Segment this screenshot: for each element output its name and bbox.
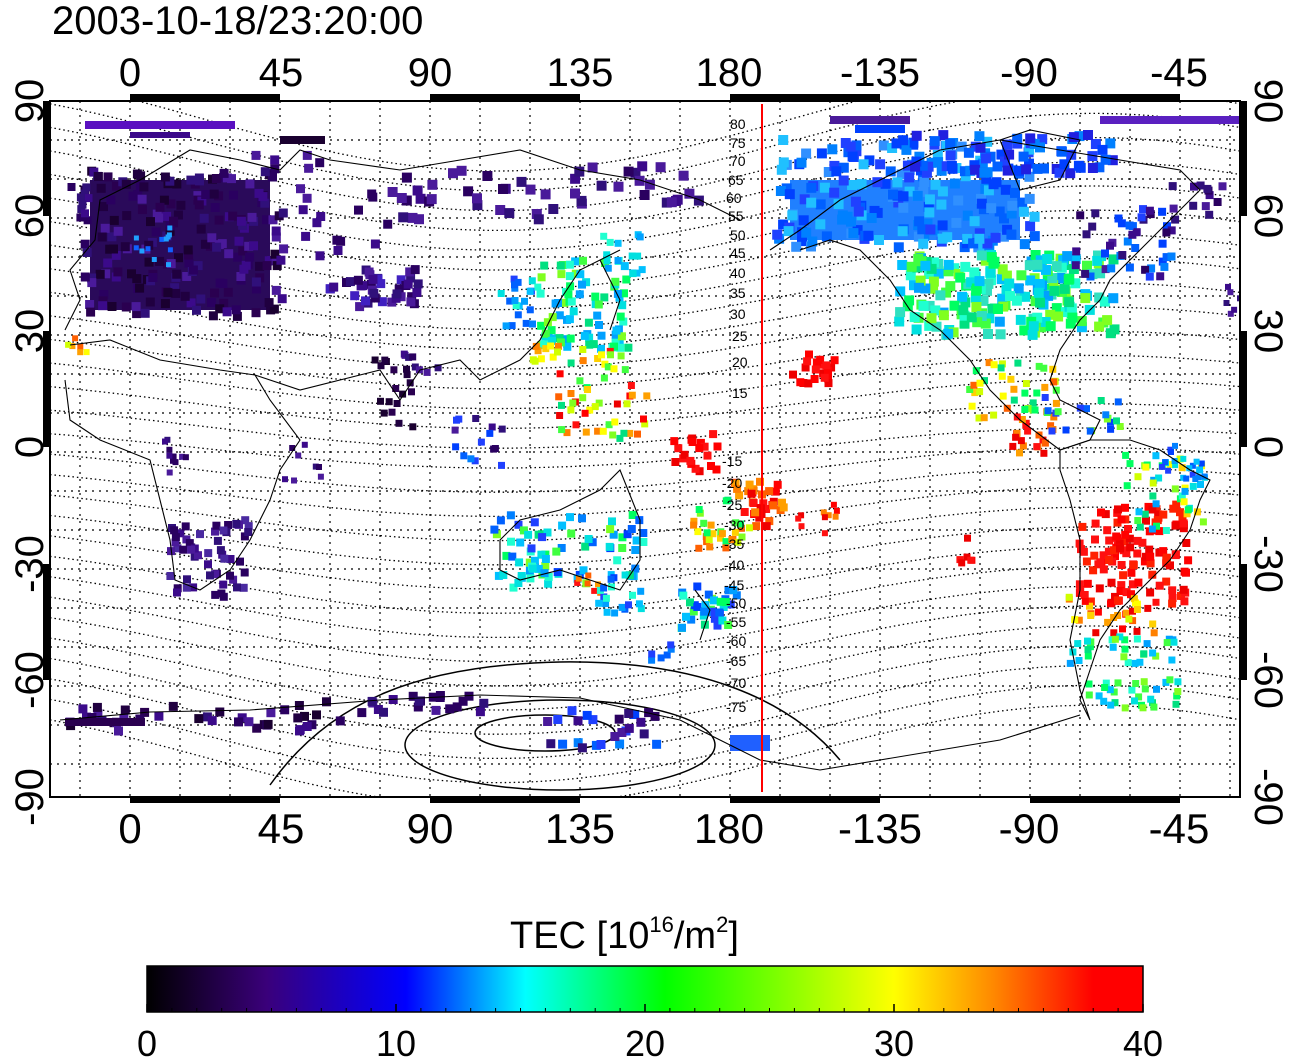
bottom-lon-label: -90 <box>999 805 1060 852</box>
contour-label: 30 <box>730 306 746 322</box>
colorbar-tick-label: 40 <box>1123 1023 1163 1057</box>
bottom-lon-label: 180 <box>694 805 764 852</box>
right-lat-label: -30 <box>1246 535 1290 593</box>
top-lon-label: -90 <box>1000 51 1058 95</box>
top-lon-label: 90 <box>408 51 453 95</box>
contour-label: 25 <box>732 328 748 344</box>
top-lon-label: 180 <box>696 51 763 95</box>
contour-label: 35 <box>730 285 746 301</box>
bottom-lon-label: -135 <box>838 805 922 852</box>
right-latitude-labels: 90 60 30 0 -30 -60 -90 <box>1246 79 1290 826</box>
left-lat-label: 0 <box>8 436 52 458</box>
top-lon-label: -45 <box>1150 51 1208 95</box>
colorbar-tick-label: 0 <box>137 1023 157 1057</box>
contour-label: -75 <box>726 699 746 715</box>
contour-label: -25 <box>722 497 742 513</box>
contour-label: 75 <box>730 135 746 151</box>
contour-labels: 80 75 70 65 60 55 50 45 40 35 30 25 20 15 -15 -20 -25 -30… <box>722 116 748 715</box>
coastlines <box>59 129 1211 771</box>
right-lat-label: 30 <box>1246 309 1290 354</box>
colorbar-tick-label: 10 <box>376 1023 416 1057</box>
contour-label: 70 <box>730 153 746 169</box>
contour-label: -45 <box>724 577 744 593</box>
contour-label: -30 <box>724 517 744 533</box>
contour-label: 65 <box>728 172 744 188</box>
contour-label: -40 <box>724 557 744 573</box>
bottom-longitude-labels: 0 45 90 135 180 -135 -90 -45 <box>118 805 1209 852</box>
right-lat-label: -90 <box>1246 768 1290 826</box>
right-lat-label: 0 <box>1246 436 1290 458</box>
left-lat-label: -90 <box>8 768 52 826</box>
contour-label: 45 <box>730 245 746 261</box>
contour-label: -50 <box>726 595 746 611</box>
contour-label: -55 <box>726 614 746 630</box>
top-lon-label: 135 <box>547 51 614 95</box>
contour-label: -15 <box>722 453 742 469</box>
contour-label: -65 <box>726 653 746 669</box>
contour-label: 60 <box>726 190 742 206</box>
top-lon-label: 0 <box>119 51 141 95</box>
contour-label: 20 <box>732 354 748 370</box>
colorbar-label: TEC [1016/m2] <box>510 912 739 957</box>
contour-label: 40 <box>730 265 746 281</box>
contour-label: 50 <box>730 227 746 243</box>
colorbar-tick-label: 20 <box>625 1023 665 1057</box>
right-lat-label: -60 <box>1246 651 1290 709</box>
bottom-lon-label: 45 <box>258 805 305 852</box>
right-lat-label: 90 <box>1246 79 1290 124</box>
colorbar-ticks: 0 10 20 30 40 <box>137 1004 1163 1062</box>
top-lon-label: -135 <box>840 51 920 95</box>
top-longitude-labels: 0 45 90 135 180 -135 -90 -45 <box>119 51 1208 95</box>
right-lat-label: 60 <box>1246 194 1290 239</box>
bottom-lon-label: 135 <box>545 805 615 852</box>
top-lon-label: 45 <box>259 51 304 95</box>
bottom-lon-label: -45 <box>1149 805 1210 852</box>
map-frame <box>43 94 1247 803</box>
contour-label: 55 <box>728 208 744 224</box>
tec-measurement-patches <box>65 116 1240 753</box>
contour-label: -60 <box>726 633 746 649</box>
contour-label: 15 <box>732 385 748 401</box>
contour-label: 80 <box>730 116 746 132</box>
contour-label: -35 <box>724 536 744 552</box>
colorbar-tick-label: 30 <box>874 1023 914 1057</box>
figure-title: 2003-10-18/23:20:00 <box>52 0 423 43</box>
bottom-lon-label: 0 <box>118 805 141 852</box>
contour-label: -70 <box>726 675 746 691</box>
colorbar: TEC [1016/m2] 0 10 20 30 40 <box>137 912 1163 1062</box>
contour-label: -20 <box>722 475 742 491</box>
bottom-lon-label: 90 <box>407 805 454 852</box>
map-area: 80 75 70 65 60 55 50 45 40 35 30 25 20 15 -15 -20 -25 -30… <box>50 101 1240 797</box>
